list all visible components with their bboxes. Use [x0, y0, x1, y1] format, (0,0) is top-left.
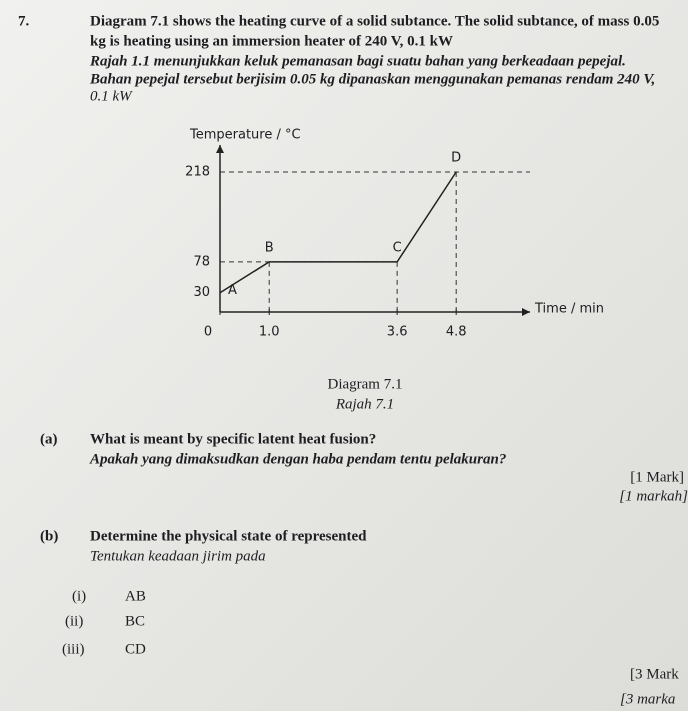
question-line: Bahan pepejal tersebut berjisim 0.05 kg …	[89, 71, 655, 87]
point-label: D	[451, 150, 461, 165]
part-question: What is meant by specific latent heat fu…	[90, 431, 376, 447]
x-tick-label: 3.6	[387, 325, 408, 340]
part-label: (a)	[40, 431, 58, 447]
y-tick-label: 78	[193, 254, 210, 269]
caption-ms: Rajah 7.1	[335, 396, 394, 412]
point-label: B	[265, 240, 274, 255]
x-tick-label: 0	[204, 325, 212, 340]
item-text: AB	[125, 588, 146, 604]
y-tick-label: 30	[193, 285, 210, 300]
question-number: 7.	[18, 13, 30, 29]
item-text: CD	[125, 641, 146, 657]
x-axis-label: Time / min	[534, 302, 604, 317]
part-label: (b)	[40, 528, 58, 544]
marks-ms: [1 markah]	[619, 488, 688, 504]
y-axis-label: Temperature / °C	[189, 128, 301, 143]
caption: Diagram 7.1	[328, 376, 403, 392]
point-label: A	[228, 283, 237, 298]
marks: [1 Mark]	[630, 469, 684, 485]
x-tick-label: 4.8	[446, 325, 467, 340]
item-text: BC	[125, 613, 145, 629]
item-label: (ii)	[65, 613, 83, 629]
part-question-ms: Apakah yang dimaksudkan dengan haba pend…	[89, 451, 506, 467]
y-arrow	[216, 145, 224, 153]
heating-curve: Temperature / °C Time / min 30 78 218 0 1.0 3.6…	[185, 128, 604, 340]
x-tick-label: 1.0	[259, 325, 280, 340]
question-line: 0.1 kW	[90, 88, 133, 104]
question-line: kg is heating using an immersion heater …	[90, 33, 453, 49]
question-line: Rajah 1.1 menunjukkan keluk pemanasan ba…	[89, 53, 626, 69]
part-question: Determine the physical state of represen…	[90, 528, 367, 544]
question-line: Diagram 7.1 shows the heating curve of a…	[90, 13, 659, 29]
marks: [3 Mark	[630, 666, 679, 682]
marks-ms: [3 marka	[620, 691, 675, 707]
item-label: (iii)	[62, 641, 85, 657]
curve	[219, 171, 457, 294]
item-label: (i)	[72, 588, 86, 604]
y-tick-label: 218	[185, 164, 210, 179]
point-label: C	[393, 240, 402, 255]
part-question-ms: Tentukan keadaan jirim pada	[90, 548, 266, 564]
x-arrow	[522, 308, 530, 316]
